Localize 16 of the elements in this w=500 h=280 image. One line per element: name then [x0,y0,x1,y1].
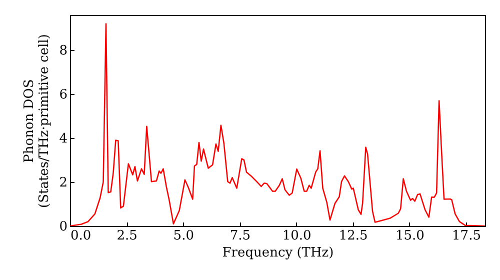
y-axis-title: Phonon DOS (States/THz·primitive cell) [22,34,52,208]
x-tick-label: 2.5 [116,228,138,244]
x-tick-label: 17.5 [452,228,481,244]
x-tick-label: 5.0 [173,228,194,244]
x-tick-label: 7.5 [230,228,251,244]
y-tick-label: 4 [59,132,68,147]
line-series [70,23,485,226]
y-tick-label: 6 [59,88,68,103]
x-tick-label: 15.0 [395,228,424,244]
x-tick-label: 12.5 [338,228,368,244]
x-tick-label: 10.0 [282,228,312,244]
x-tick-label: 0.0 [70,228,92,244]
x-axis-title: Frequency (THz) [222,246,334,260]
y-tick-label: 0 [59,220,68,234]
y-tick-label: 8 [59,44,68,59]
y-tick-label: 2 [59,176,68,191]
